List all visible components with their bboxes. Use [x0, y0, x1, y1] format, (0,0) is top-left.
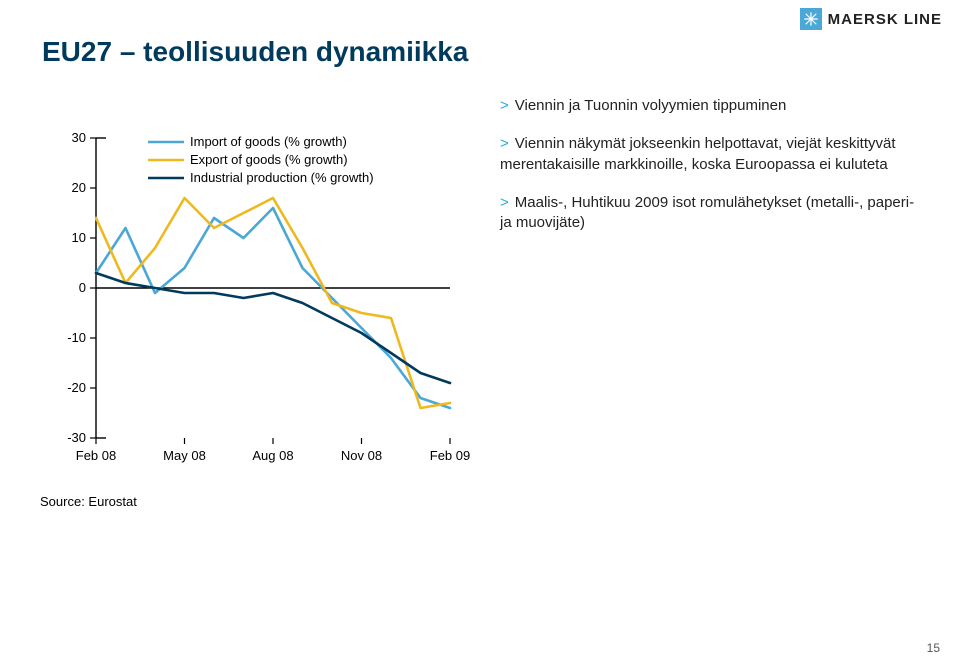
bullet-text: Maalis-, Huhtikuu 2009 isot romulähetyks…	[500, 194, 914, 231]
brand-star-icon	[800, 8, 822, 30]
chevron-icon: >	[500, 97, 509, 114]
svg-text:Export of goods (% growth): Export of goods (% growth)	[190, 152, 348, 167]
bullet-text: Viennin ja Tuonnin volyymien tippuminen	[515, 97, 787, 114]
chart-eu27-dynamics: -30 -20 -10 0 10 20 30 Feb 08 May 08 Aug 08 Nov 08…	[40, 130, 470, 490]
bullet-text: Viennin näkymät jokseenkin helpottavat, …	[500, 135, 896, 172]
chevron-icon: >	[500, 194, 509, 211]
svg-text:Feb 08: Feb 08	[76, 448, 116, 463]
svg-text:-10: -10	[67, 330, 86, 345]
bullet-item: > Viennin ja Tuonnin volyymien tippuminen	[500, 96, 920, 116]
brand-logo: MAERSK LINE	[800, 8, 942, 30]
brand-name: MAERSK LINE	[828, 11, 942, 28]
svg-text:0: 0	[79, 280, 86, 295]
svg-text:Feb 09: Feb 09	[430, 448, 470, 463]
svg-text:-20: -20	[67, 380, 86, 395]
page-title: EU27 – teollisuuden dynamiikka	[42, 36, 468, 68]
svg-text:10: 10	[72, 230, 86, 245]
svg-text:May 08: May 08	[163, 448, 206, 463]
chevron-icon: >	[500, 135, 509, 152]
svg-text:Aug 08: Aug 08	[252, 448, 293, 463]
svg-text:Nov 08: Nov 08	[341, 448, 382, 463]
bullet-item: >Maalis-, Huhtikuu 2009 isot romulähetyk…	[500, 193, 920, 234]
chart-source: Source: Eurostat	[40, 494, 137, 509]
svg-text:Industrial production (% growt: Industrial production (% growth)	[190, 170, 374, 185]
svg-text:Import of goods (% growth): Import of goods (% growth)	[190, 134, 347, 149]
bullet-item: >Viennin näkymät jokseenkin helpottavat,…	[500, 134, 920, 175]
svg-text:30: 30	[72, 130, 86, 145]
svg-text:20: 20	[72, 180, 86, 195]
page-number: 15	[927, 641, 940, 655]
svg-text:-30: -30	[67, 430, 86, 445]
bullet-list: > Viennin ja Tuonnin volyymien tippuminen…	[500, 96, 920, 251]
